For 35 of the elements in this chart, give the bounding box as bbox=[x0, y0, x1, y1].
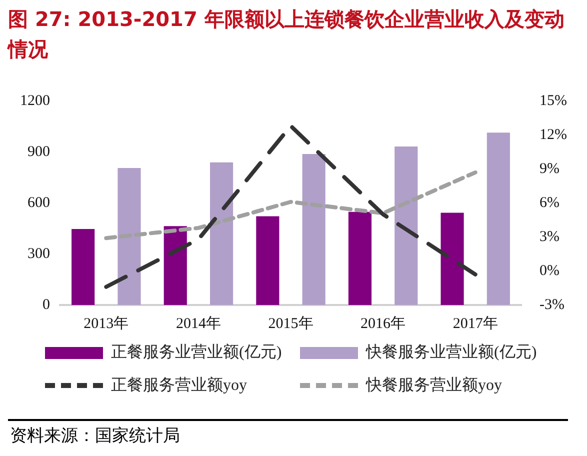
y-tick-label: 0 bbox=[42, 296, 50, 313]
y-tick-label: 300 bbox=[28, 246, 50, 262]
y2-tick-label: 6% bbox=[540, 194, 560, 211]
text: 资料来源：国家统计局 bbox=[10, 425, 180, 447]
x-tick-label: 2014年 bbox=[176, 314, 221, 332]
bar bbox=[486, 132, 510, 305]
y2-tick-label: 15% bbox=[540, 92, 568, 109]
chart-title: 图 27: 2013-2017 年限额以上连锁餐饮企业营业收入及变动情况 bbox=[8, 6, 566, 63]
legend-label: 正餐服务业营业额(亿元) bbox=[111, 342, 282, 363]
bar bbox=[210, 162, 234, 305]
bar bbox=[394, 146, 418, 305]
y2-tick-label: 9% bbox=[540, 160, 560, 177]
bar bbox=[302, 154, 326, 305]
y2-tick-label: 12% bbox=[540, 126, 568, 143]
bar bbox=[118, 168, 141, 305]
line-series bbox=[104, 170, 478, 240]
bar bbox=[348, 212, 372, 305]
y-tick-label: 600 bbox=[28, 194, 50, 211]
bar bbox=[164, 226, 187, 305]
legend-label: 正餐服务营业额yoy bbox=[111, 376, 247, 396]
bar bbox=[72, 229, 95, 305]
y2-tick-label: 3% bbox=[540, 228, 560, 245]
bar bbox=[440, 212, 464, 305]
legend-label: 快餐服务营业额yoy bbox=[366, 376, 502, 396]
line-series bbox=[104, 124, 478, 289]
y2-tick-label: -3% bbox=[540, 296, 565, 313]
x-tick-label: 2016年 bbox=[360, 314, 406, 332]
x-tick-label: 2017年 bbox=[452, 314, 498, 332]
y-tick-label: 900 bbox=[28, 144, 50, 160]
y2-tick-label: 0% bbox=[540, 262, 560, 279]
x-tick-label: 2013年 bbox=[84, 314, 129, 332]
legend-label: 快餐服务业营业额(亿元) bbox=[366, 342, 537, 363]
x-tick-label: 2015年 bbox=[268, 314, 314, 332]
bar bbox=[256, 216, 280, 305]
y-tick-label: 1200 bbox=[20, 92, 50, 109]
